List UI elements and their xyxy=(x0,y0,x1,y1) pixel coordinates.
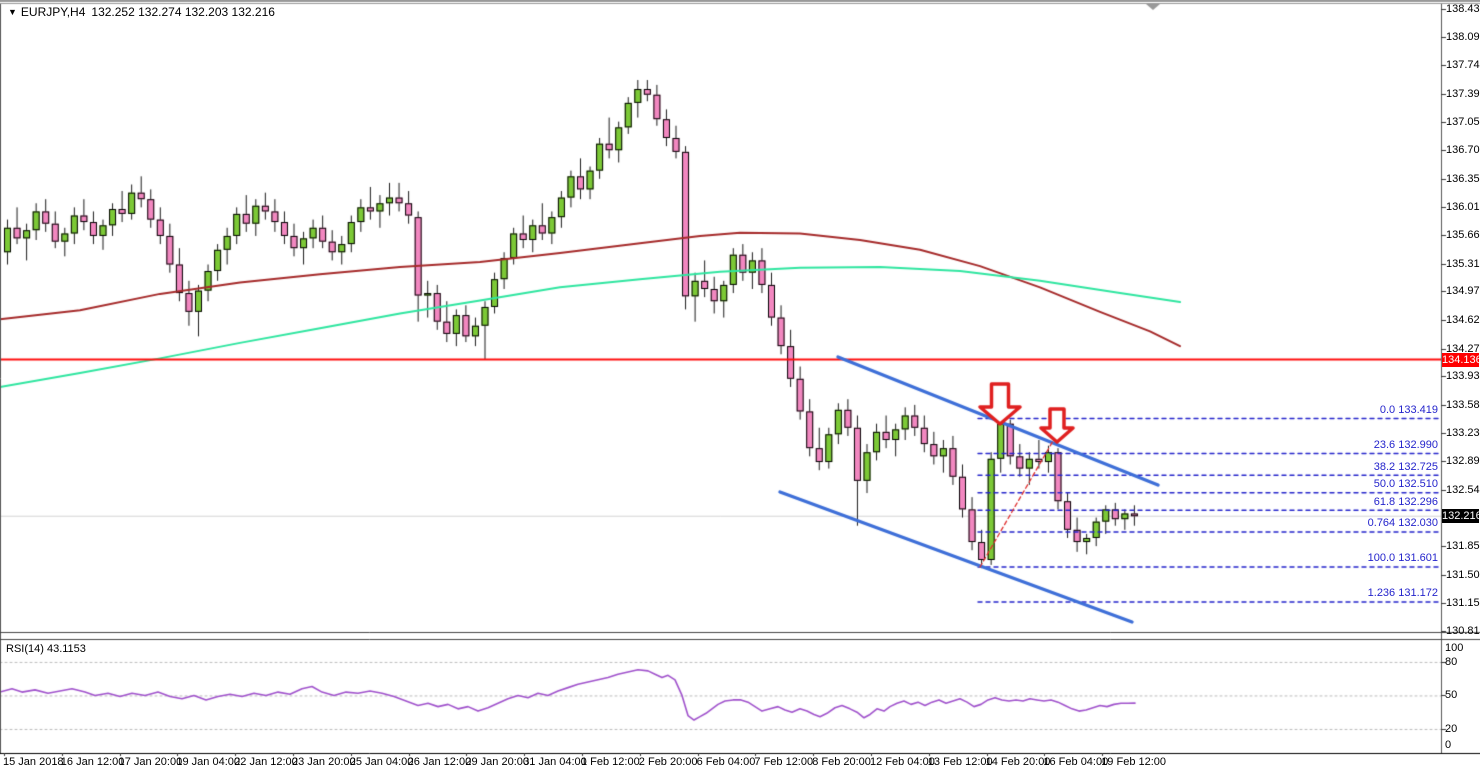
fib-level-label: 23.6 132.990 xyxy=(1373,439,1438,452)
price-axis-label: 138.090 xyxy=(1446,30,1480,43)
price-axis-label: 134.270 xyxy=(1446,342,1480,355)
fib-level-label: 38.2 132.725 xyxy=(1373,460,1438,473)
date-axis-label: 6 Feb 04:00 xyxy=(696,756,756,768)
date-axis-label: 16 Jan 12:00 xyxy=(60,756,125,768)
fib-level-label: 61.8 132.296 xyxy=(1373,495,1438,508)
price-axis-label: 133.230 xyxy=(1446,427,1480,440)
price-axis-label: 131.150 xyxy=(1446,597,1480,610)
fib-level-label: 50.0 132.510 xyxy=(1373,478,1438,491)
date-axis-label: 13 Feb 12:00 xyxy=(927,756,993,768)
date-axis-label: 23 Jan 20:00 xyxy=(292,756,356,768)
rsi-axis-label: 20 xyxy=(1445,722,1458,735)
price-axis-label: 131.850 xyxy=(1446,540,1480,553)
date-axis-label: 25 Jan 04:00 xyxy=(349,756,414,768)
date-axis-label: 19 Feb 12:00 xyxy=(1101,756,1167,768)
rsi-indicator-label: RSI(14) 43.1153 xyxy=(6,643,86,655)
date-axis-label: 14 Feb 20:00 xyxy=(985,756,1051,768)
price-axis-label: 137.740 xyxy=(1446,59,1480,72)
price-axis-label: 134.970 xyxy=(1446,285,1480,298)
current-price-badge: 132.216 xyxy=(1442,509,1480,524)
rsi-axis-label: 100 xyxy=(1445,641,1464,654)
date-axis-label: 12 Feb 04:00 xyxy=(870,756,935,768)
date-axis-label: 17 Jan 20:00 xyxy=(118,756,183,768)
date-axis-label: 22 Jan 12:00 xyxy=(234,756,298,768)
collapse-triangle-icon[interactable]: ▼ xyxy=(8,7,17,17)
price-axis-label: 136.010 xyxy=(1446,200,1480,213)
rsi-axis-label: 0 xyxy=(1445,739,1452,752)
price-axis-label: 135.660 xyxy=(1446,229,1480,242)
price-axis-label: 134.620 xyxy=(1446,314,1480,326)
date-axis-label: 31 Jan 04:00 xyxy=(523,756,587,768)
rsi-axis-label: 50 xyxy=(1445,689,1458,702)
price-axis-label: 132.540 xyxy=(1446,483,1480,496)
fib-level-label: 100.0 131.601 xyxy=(1367,552,1438,565)
date-axis-label: 29 Jan 20:00 xyxy=(465,756,530,768)
date-axis-label: 7 Feb 12:00 xyxy=(754,756,814,768)
date-axis-label: 15 Jan 2018 xyxy=(3,756,64,768)
fib-level-label: 0.0 133.419 xyxy=(1379,404,1438,417)
date-axis-label: 8 Feb 20:00 xyxy=(812,756,871,768)
price-axis-label: 133.930 xyxy=(1446,370,1480,383)
date-axis-label: 16 Feb 04:00 xyxy=(1043,756,1109,768)
price-axis-label: 137.390 xyxy=(1446,87,1480,100)
resistance-price-badge: 134.136 xyxy=(1442,352,1480,367)
price-axis-label: 137.050 xyxy=(1446,115,1480,128)
rsi-axis-label: 80 xyxy=(1445,655,1458,668)
fib-level-label: 1.236 131.172 xyxy=(1367,587,1438,600)
symbol-period-label: EURJPY,H4 xyxy=(20,5,86,19)
price-axis-label: 133.580 xyxy=(1446,398,1480,411)
date-axis-label: 19 Jan 04:00 xyxy=(176,756,241,768)
price-axis-label: 136.700 xyxy=(1446,144,1480,157)
price-axis-label: 132.890 xyxy=(1446,455,1480,468)
price-axis-label: 130.810 xyxy=(1446,625,1480,638)
price-axis-label: 136.350 xyxy=(1446,172,1480,185)
price-axis-label: 135.310 xyxy=(1446,257,1480,270)
price-axis-label: 138.430 xyxy=(1446,3,1480,15)
symbol-title: ▼ EURJPY,H4 132.252 132.274 132.203 132.21… xyxy=(8,5,275,19)
date-axis-label: 2 Feb 20:00 xyxy=(638,756,698,768)
date-axis-label: 1 Feb 12:00 xyxy=(581,756,640,768)
date-axis-label: 26 Jan 12:00 xyxy=(407,756,472,768)
price-axis-label: 131.500 xyxy=(1446,568,1480,581)
ohlc-values: 132.252 132.274 132.203 132.216 xyxy=(91,5,275,19)
fib-level-label: 0.764 132.030 xyxy=(1367,517,1438,530)
